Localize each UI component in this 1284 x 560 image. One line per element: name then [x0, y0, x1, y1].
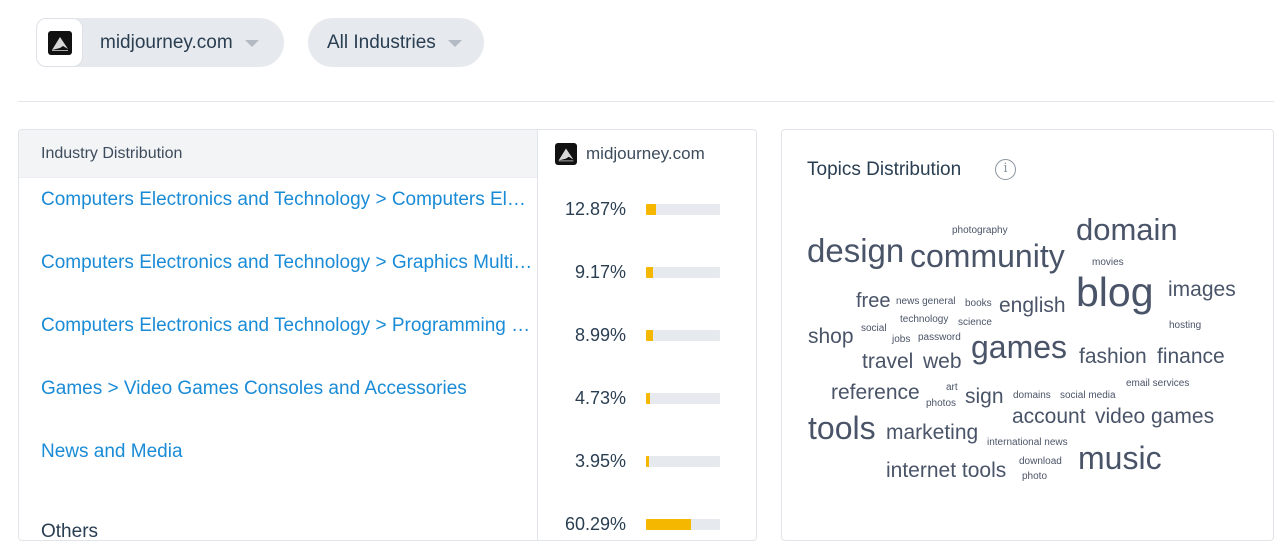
topic-word[interactable]: international news	[987, 437, 1068, 448]
industry-share-value: 9.17%	[574, 262, 626, 282]
share-bar	[646, 393, 720, 404]
topic-word[interactable]: domains	[1013, 390, 1051, 401]
topics-title: Topics Distribution	[807, 159, 962, 180]
chevron-down-icon	[447, 40, 462, 47]
topic-word[interactable]: tools	[808, 410, 876, 446]
share-bar	[646, 456, 720, 467]
table-row: Computers Electronics and Technology > G…	[19, 252, 756, 312]
topic-word[interactable]: free	[856, 290, 891, 312]
topics-word-cloud: photography domain design community movies bl…	[782, 130, 1275, 542]
site-favicon-frame	[36, 18, 83, 67]
topic-word[interactable]: web	[923, 350, 962, 373]
table-row: Games > Video Games Consoles and Accesso…	[19, 378, 756, 438]
industry-share-value: 12.87%	[564, 199, 626, 219]
industry-link[interactable]: Games > Video Games Consoles and Accesso…	[41, 378, 467, 399]
topic-word[interactable]: shop	[808, 325, 854, 348]
industry-selector[interactable]: All Industries	[308, 18, 484, 67]
topic-word[interactable]: email services	[1126, 378, 1190, 389]
topic-word[interactable]: art	[946, 382, 958, 393]
table-row: Others 60.29%	[19, 504, 756, 541]
topic-word[interactable]: games	[971, 329, 1068, 365]
share-bar-fill	[646, 393, 650, 404]
topic-word[interactable]: account	[1012, 405, 1086, 428]
share-bar-fill	[646, 267, 653, 278]
topic-word[interactable]: news general	[896, 296, 956, 307]
topic-word[interactable]: photo	[1022, 471, 1048, 482]
industry-selector-label: All Industries	[327, 31, 436, 53]
industry-link[interactable]: News and Media	[41, 441, 183, 462]
topic-word[interactable]: movies	[1092, 257, 1124, 268]
topic-word[interactable]: download	[1019, 456, 1062, 467]
industry-share-value: 60.29%	[564, 514, 626, 534]
site-column-header: midjourney.com	[538, 130, 756, 178]
column-divider	[537, 130, 538, 540]
industry-column-header: Industry Distribution	[41, 145, 183, 162]
share-bar	[646, 519, 720, 530]
industry-label: Others	[41, 521, 99, 541]
topic-word[interactable]: password	[918, 332, 961, 343]
share-bar-fill	[646, 204, 656, 215]
industry-link[interactable]: Computers Electronics and Technology > P…	[41, 315, 533, 336]
topic-word[interactable]: hosting	[1169, 320, 1202, 331]
topic-word[interactable]: video games	[1095, 405, 1215, 428]
site-column-label: midjourney.com	[586, 144, 705, 163]
topic-word[interactable]: science	[958, 317, 992, 328]
domain-selector-label: midjourney.com	[100, 31, 233, 53]
topic-word[interactable]: domain	[1076, 212, 1178, 247]
industry-link[interactable]: Computers Electronics and Technology > C…	[41, 189, 533, 210]
table-row: Computers Electronics and Technology > P…	[19, 315, 756, 375]
midjourney-logo-icon	[555, 143, 577, 165]
share-bar-fill	[646, 456, 649, 467]
table-row: Computers Electronics and Technology > C…	[19, 189, 756, 249]
topic-word[interactable]: design	[807, 232, 905, 269]
topic-word[interactable]: images	[1168, 278, 1236, 301]
share-bar-fill	[646, 519, 691, 530]
topic-word[interactable]: english	[999, 294, 1066, 317]
topic-word[interactable]: travel	[862, 350, 914, 373]
topic-word[interactable]: jobs	[892, 334, 911, 345]
topic-word[interactable]: photos	[926, 398, 957, 409]
industry-distribution-card: Industry Distribution midjourney.com Com…	[18, 129, 757, 541]
industry-share-value: 4.73%	[574, 388, 626, 408]
topic-word[interactable]: music	[1078, 440, 1162, 476]
topic-word[interactable]: sign	[965, 385, 1004, 408]
topic-word[interactable]: social	[861, 323, 887, 334]
table-row: News and Media 3.95%	[19, 441, 756, 501]
share-bar	[646, 267, 720, 278]
header-divider	[18, 101, 1274, 102]
share-bar-fill	[646, 330, 653, 341]
chevron-down-icon	[244, 40, 259, 47]
industry-link[interactable]: Computers Electronics and Technology > G…	[41, 252, 533, 273]
share-bar	[646, 330, 720, 341]
info-icon[interactable]: i	[995, 159, 1016, 180]
topic-word[interactable]: fashion	[1079, 345, 1147, 368]
share-bar	[646, 204, 720, 215]
industry-share-value: 8.99%	[574, 325, 626, 345]
domain-selector[interactable]: midjourney.com	[36, 18, 284, 67]
topic-word[interactable]: blog	[1076, 269, 1154, 315]
industry-share-value: 3.95%	[574, 451, 626, 471]
topic-word[interactable]: internet tools	[886, 459, 1007, 482]
topic-word[interactable]: social media	[1060, 390, 1116, 401]
topic-word[interactable]: photography	[952, 225, 1008, 236]
midjourney-logo-icon	[47, 30, 72, 55]
topic-word[interactable]: finance	[1157, 345, 1225, 368]
topic-word[interactable]: community	[910, 238, 1065, 274]
topic-word[interactable]: books	[965, 298, 992, 309]
topic-word[interactable]: technology	[900, 314, 949, 325]
topics-distribution-card: Topics Distribution i photography domain d…	[781, 129, 1274, 541]
topic-word[interactable]: reference	[831, 381, 920, 404]
topic-word[interactable]: marketing	[886, 421, 979, 444]
